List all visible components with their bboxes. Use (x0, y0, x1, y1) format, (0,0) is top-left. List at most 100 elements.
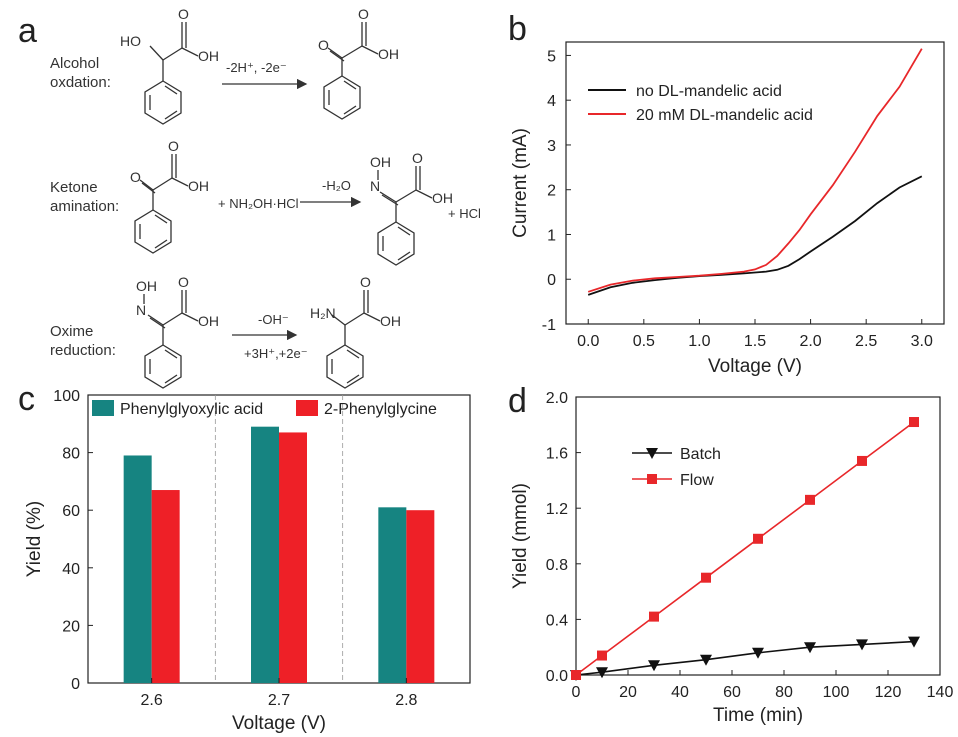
atom-oh-2: OH (378, 46, 399, 62)
data-point-1-8 (908, 636, 920, 648)
atom-o-3: O (358, 6, 369, 22)
y-tick-label: 60 (62, 503, 80, 520)
x-tick-label: 2.8 (395, 692, 417, 709)
step3-conditions-top: -OH⁻ (258, 312, 289, 327)
data-point-1-3 (648, 660, 660, 672)
legend-label-1: no DL-mandelic acid (636, 83, 782, 100)
data-point-1-6 (804, 642, 816, 654)
bar-2-2 (279, 432, 307, 683)
step3-conditions-bottom: +3H⁺,+2e⁻ (244, 346, 308, 361)
x-tick-label: 1.5 (744, 333, 766, 350)
x-tick-label: 1.0 (688, 333, 710, 350)
x-tick-label: 0.5 (633, 333, 655, 350)
chart-d-yield-vs-time: 0 20 40 60 80 100 120 140 0.0 0.4 0.8 1.2 1.6 2.0 Time… (510, 390, 953, 726)
data-point-2-6 (805, 494, 815, 505)
y-tick-label: 5 (547, 48, 556, 65)
legend-label-2: 2-Phenylglycine (324, 401, 437, 418)
bar-1-1 (123, 455, 152, 683)
step2-reagent: + NH₂OH·HCl (218, 196, 299, 211)
y-tick-label: 0 (547, 272, 556, 289)
y-axis-label: Yield (%) (24, 501, 45, 577)
atom-oh-6: OH (136, 278, 157, 294)
data-point-2-1 (571, 670, 581, 680)
x-tick-label: 2.0 (799, 333, 821, 350)
y-tick-label: 0.4 (546, 612, 568, 629)
y-tick-label: 40 (62, 561, 80, 578)
atom-oh-5: OH (432, 190, 453, 206)
atom-oh-8: OH (380, 313, 401, 329)
x-tick-label: 3.0 (911, 333, 933, 350)
x-axis-label: Time (min) (713, 705, 803, 726)
y-tick-label: 100 (53, 388, 80, 405)
atom-n-2: N (136, 302, 146, 318)
data-point-1-7 (856, 639, 868, 651)
atom-oh-7: OH (198, 313, 219, 329)
bar-2-3 (406, 510, 435, 683)
y-axis-label: Yield (mmol) (510, 483, 531, 589)
data-point-2-7 (857, 455, 867, 466)
y-tick-label: 2.0 (546, 390, 568, 407)
legend-swatch-1 (92, 400, 114, 416)
legend-label-1: Phenylglyoxylic acid (120, 401, 263, 418)
x-tick-label: 2.5 (855, 333, 877, 350)
atom-ho-1: HO (120, 33, 141, 49)
atom-n-1: N (370, 178, 380, 194)
data-point-1-4 (700, 654, 712, 666)
legend-marker-1 (646, 448, 658, 459)
step2-label: Ketone amination: (50, 179, 120, 215)
step2-conditions: -H₂O (322, 178, 351, 193)
atom-oh-3: OH (188, 178, 209, 194)
mandelic-acid-structure (144, 22, 199, 125)
x-tick-label: 2.6 (141, 692, 163, 709)
phenylglyoxylic-acid-structure-2 (134, 154, 189, 254)
bar-2-1 (151, 490, 180, 683)
y-tick-label: 3 (547, 138, 556, 155)
plot-frame (575, 396, 941, 676)
series-line-1 (575, 640, 915, 676)
series-line-2 (587, 48, 923, 293)
panel-letter-d: d (508, 382, 527, 420)
y-tick-label: 1.6 (546, 446, 568, 463)
x-tick-label: 40 (671, 684, 689, 701)
x-axis-label: Voltage (V) (232, 713, 326, 734)
atom-o-4: O (130, 169, 141, 185)
y-tick-label: 1.2 (546, 501, 568, 518)
legend-label-2: 20 mM DL-mandelic acid (636, 107, 813, 124)
panel-letter-b: b (508, 10, 527, 48)
data-point-2-2 (597, 650, 607, 661)
oxime-structure-2 (143, 290, 199, 389)
bar-1-3 (378, 507, 407, 683)
phenylglycine-structure (326, 290, 381, 389)
atom-o-1: O (178, 6, 189, 22)
atom-o-2: O (318, 37, 329, 53)
data-point-1-2 (596, 667, 608, 679)
y-tick-label: 0.8 (546, 557, 568, 574)
y-tick-label: 4 (547, 93, 556, 110)
x-tick-label: 80 (775, 684, 793, 701)
atom-o-5: O (168, 138, 179, 154)
step2-byproduct: + HCl (448, 206, 481, 221)
step3-label: Oxime reduction: (50, 323, 116, 359)
bar-1-2 (251, 426, 279, 683)
data-point-2-5 (753, 533, 763, 544)
atom-h2n: H₂N (310, 305, 336, 321)
atom-o-8: O (360, 274, 371, 290)
reaction-scheme: HO O OH O O OH O O OH OH N O OH OH N O O… (120, 6, 453, 389)
legend-label-2: Flow (680, 472, 714, 489)
step1-label: Alcohol oxdation: (50, 55, 111, 91)
data-point-2-4 (701, 572, 711, 583)
y-tick-label: 1 (547, 227, 556, 244)
atom-o-6: O (412, 150, 423, 166)
data-point-2-3 (649, 611, 659, 622)
x-tick-label: 20 (619, 684, 637, 701)
y-tick-label: 0 (71, 676, 80, 693)
series-line-2 (575, 421, 915, 676)
atom-oh-4: OH (370, 154, 391, 170)
data-point-2-8 (909, 417, 919, 428)
legend-marker-2 (647, 474, 657, 484)
atom-oh-1: OH (198, 48, 219, 64)
y-tick-label: 2 (547, 183, 556, 200)
legend-swatch-2 (296, 400, 318, 416)
panel-letter-c: c (18, 380, 35, 418)
step1-conditions: -2H⁺, -2e⁻ (226, 60, 287, 75)
